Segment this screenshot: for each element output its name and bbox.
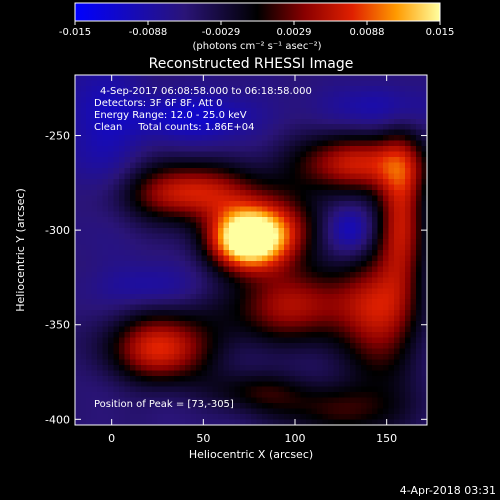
x-tick-label-1: 50	[196, 432, 210, 445]
heatmap-image	[75, 75, 427, 425]
y-axis-ticks	[75, 135, 427, 420]
y-axis-label: Heliocentric Y (arcsec)	[14, 188, 27, 312]
y-tick-label-1: -300	[45, 224, 70, 237]
colorbar-ticks	[74, 21, 441, 25]
y-tick-label-3: -400	[45, 413, 70, 426]
colorbar-tick-label-4: 0.0088	[350, 27, 385, 38]
colorbar-units: (photons cm⁻² s⁻¹ asec⁻²)	[192, 41, 321, 52]
colorbar-tick-label-0: -0.015	[59, 27, 91, 38]
annotation-detectors: Detectors: 3F 6F 8F, Att 0	[94, 98, 222, 109]
x-tick-label-0: 0	[108, 432, 115, 445]
colorbar-tick-label-1: -0.0088	[129, 27, 168, 38]
peak-position-label: Position of Peak = [73,-305]	[94, 399, 234, 410]
chart-title: Reconstructed RHESSI Image	[149, 56, 354, 72]
annotation-clean: Clean Total counts: 1.86E+04	[94, 122, 254, 133]
colorbar-tick-label-3: 0.0029	[277, 27, 312, 38]
colorbar	[74, 2, 441, 22]
y-tick-label-0: -250	[45, 130, 70, 143]
footer-timestamp: 4-Apr-2018 03:31	[400, 484, 496, 497]
annotation-energy: Energy Range: 12.0 - 25.0 keV	[94, 110, 247, 121]
x-axis-label: Heliocentric X (arcsec)	[189, 448, 313, 461]
x-axis-ticks	[111, 75, 388, 425]
x-tick-label-2: 100	[285, 432, 306, 445]
x-tick-label-3: 150	[376, 432, 397, 445]
annotation-time-range: 4-Sep-2017 06:08:58.000 to 06:18:58.000	[100, 86, 312, 97]
y-tick-label-2: -350	[45, 319, 70, 332]
colorbar-tick-label-2: -0.0029	[202, 27, 241, 38]
plot-frame	[74, 74, 428, 426]
colorbar-tick-label-5: 0.015	[426, 27, 455, 38]
